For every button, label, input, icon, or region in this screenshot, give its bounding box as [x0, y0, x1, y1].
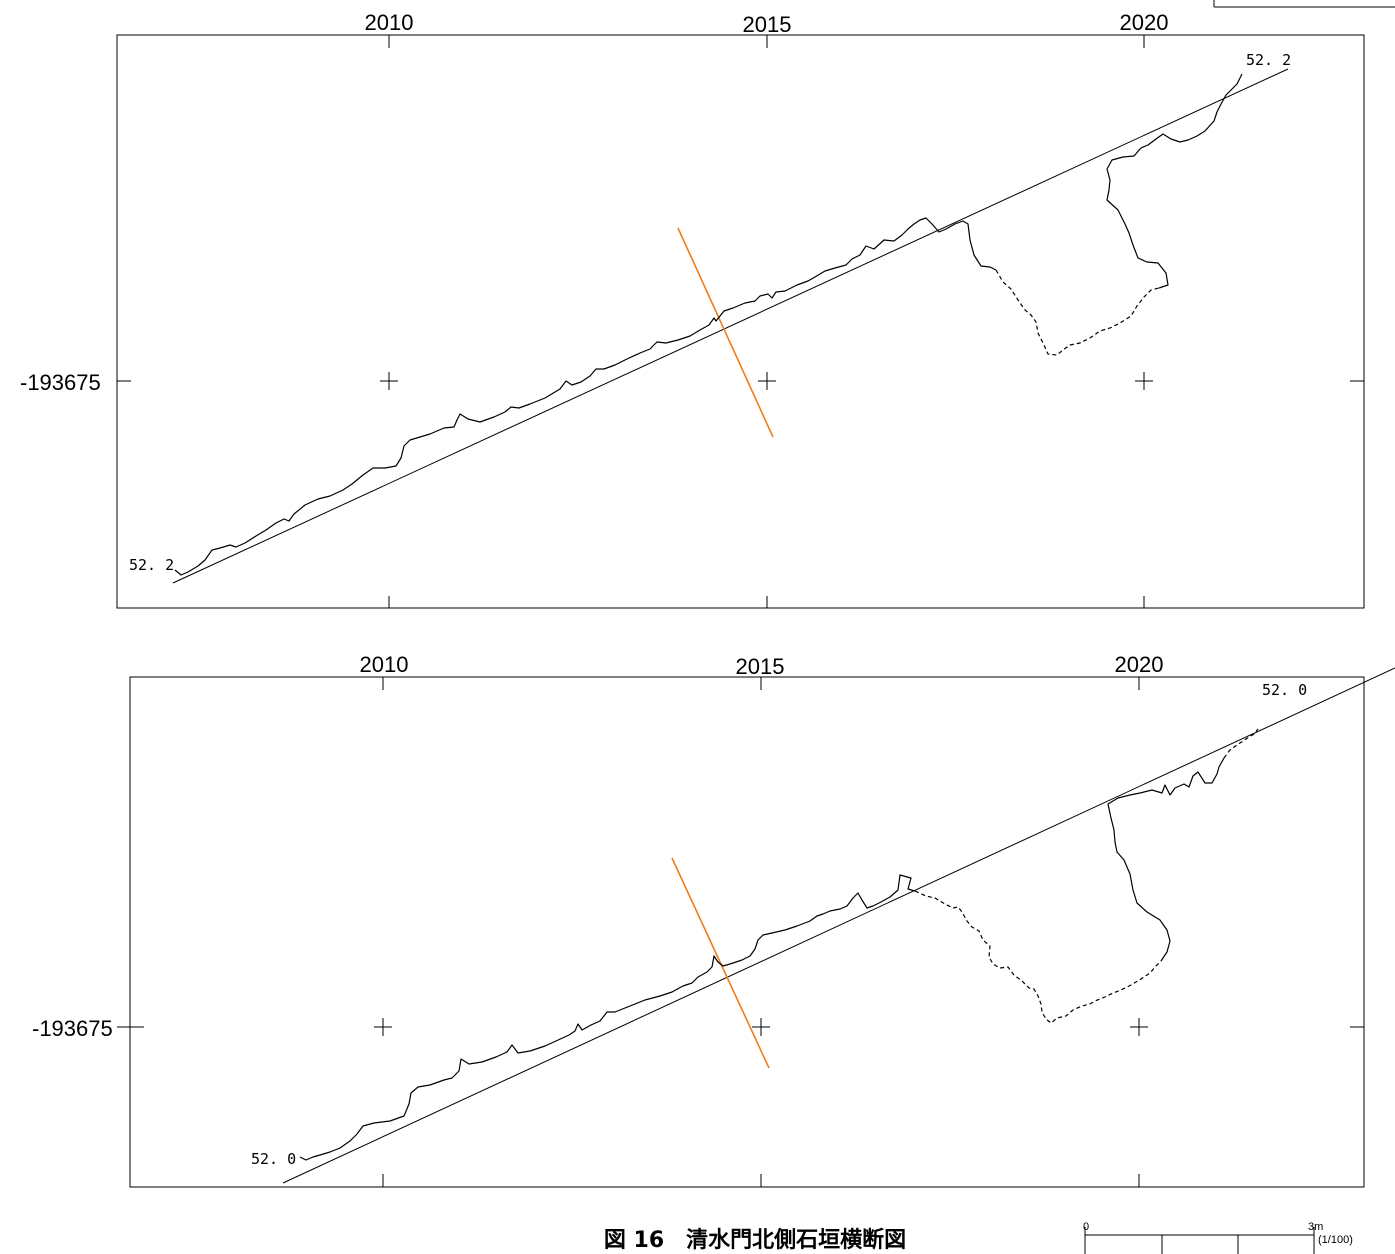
scale-bar: 0 3m (1/100) [1083, 1221, 1353, 1254]
left-elevation-label: 52. 2 [129, 556, 174, 574]
wall-profile [174, 217, 997, 576]
scale-ratio-label: (1/100) [1318, 1234, 1353, 1246]
y-tick: -193675 [32, 1016, 113, 1041]
corner-box-fragment [1213, 0, 1395, 8]
right-elevation-label: 52. 0 [1262, 681, 1307, 699]
x-tick-2010: 2010 [360, 652, 409, 677]
reference-line [172, 68, 1289, 584]
frame-ticks [117, 677, 1364, 1187]
section-line [677, 227, 774, 438]
reference-line [282, 667, 1395, 1184]
y-tick: -193675 [20, 370, 101, 395]
grid-crosses [380, 372, 1153, 390]
panel-bottom: 2010 2015 2020 -193675 52. 0 52. 0 [32, 652, 1395, 1188]
section-line [671, 857, 770, 1069]
x-tick-2020: 2020 [1115, 652, 1164, 677]
panel-bottom-frame [129, 676, 1365, 1188]
wall-profile-dashed-lower [914, 890, 1162, 1024]
wall-profile [299, 874, 916, 1161]
wall-profile-upper [1106, 73, 1243, 289]
x-tick-2015: 2015 [743, 12, 792, 37]
scale-start-label: 0 [1083, 1221, 1089, 1233]
frame-ticks [117, 35, 1364, 608]
scale-end-label: 3m [1308, 1221, 1323, 1233]
x-tick-2010: 2010 [365, 10, 414, 35]
wall-profile-dashed-lower [995, 269, 1160, 356]
x-tick-2015: 2015 [736, 654, 785, 679]
x-tick-2020: 2020 [1120, 10, 1169, 35]
right-elevation-label: 52. 2 [1246, 51, 1291, 69]
figure-caption: 図 16 清水門北側石垣横断図 [604, 1227, 906, 1253]
wall-profile-dashed-upper [1223, 728, 1259, 759]
grid-crosses [374, 1018, 1148, 1036]
panel-top: 2010 2015 2020 -193675 52. 2 [20, 10, 1365, 609]
left-elevation-label: 52. 0 [251, 1150, 296, 1168]
wall-profile-upper [1107, 757, 1225, 962]
panel-top-frame [116, 34, 1365, 609]
